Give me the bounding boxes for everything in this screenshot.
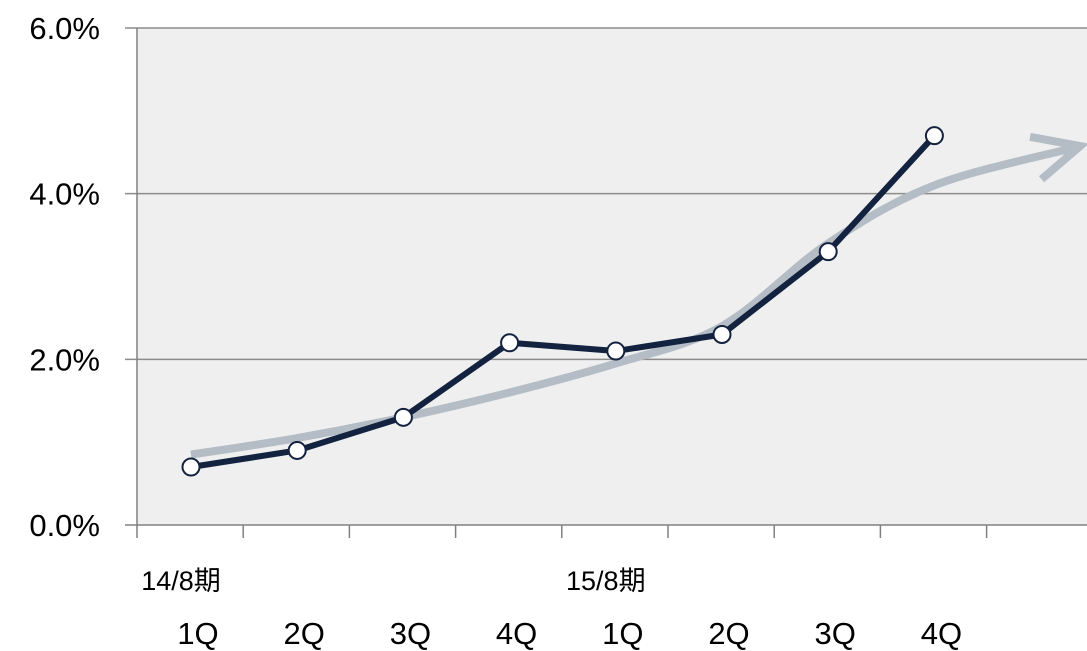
period-label: 15/8期	[566, 566, 646, 596]
x-tick-label: 1Q	[177, 616, 218, 651]
y-tick-label: 6.0%	[29, 11, 100, 46]
data-markers	[181, 126, 944, 477]
series-line	[190, 133, 937, 470]
x-tick-label: 3Q	[815, 616, 856, 651]
data-point	[818, 242, 838, 262]
axis-labels: 0.0% 2.0% 4.0% 6.0% 1Q 2Q 3Q 4Q 1Q 2Q 3Q 4Q 14/8期 15/…	[29, 11, 962, 651]
gridlines	[125, 27, 1087, 361]
x-tick-label: 3Q	[390, 616, 431, 651]
data-point	[287, 440, 307, 460]
data-point	[606, 341, 626, 361]
x-tick-label: 1Q	[602, 616, 643, 651]
data-point	[181, 457, 201, 477]
data-point	[500, 333, 520, 353]
x-tick-label: 2Q	[284, 616, 325, 651]
data-point	[712, 324, 732, 344]
period-label: 14/8期	[141, 566, 221, 596]
axes	[125, 28, 1087, 538]
data-point	[393, 407, 413, 427]
series-line-layer	[190, 133, 937, 470]
y-tick-label: 0.0%	[29, 508, 100, 543]
y-tick-label: 2.0%	[29, 342, 100, 377]
x-tick-label: 4Q	[921, 616, 962, 651]
trend-arrowhead	[1029, 132, 1087, 183]
x-tick-label: 4Q	[496, 616, 537, 651]
x-tick-label: 2Q	[708, 616, 749, 651]
trend-arrow	[190, 132, 1087, 459]
y-tick-label: 4.0%	[29, 177, 100, 212]
data-point	[924, 126, 944, 146]
trend-curve	[190, 144, 1074, 459]
